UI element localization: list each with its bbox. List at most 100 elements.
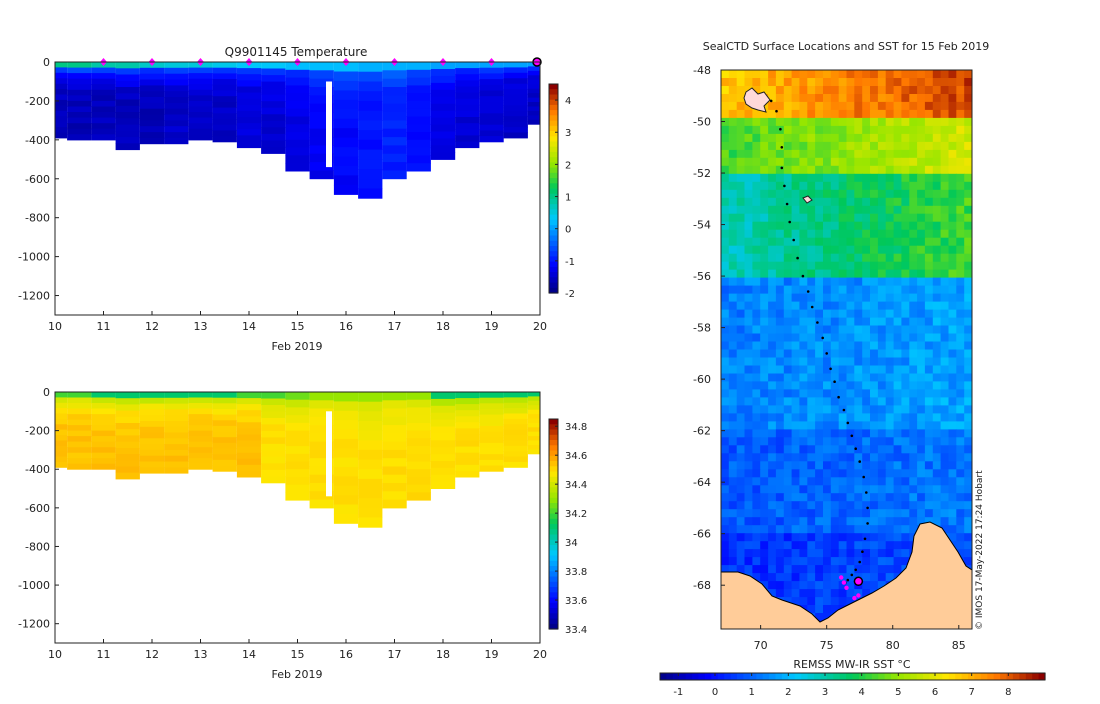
colorbar-segment [549, 125, 558, 132]
sst-cell [736, 70, 746, 79]
sst-cell [940, 181, 949, 191]
salinity-cell [406, 492, 431, 501]
sst-cell [830, 509, 840, 518]
sst-cell [783, 541, 793, 550]
sst-colorbar-segment [660, 673, 667, 680]
sst-cell [846, 461, 855, 470]
sst-cell [885, 149, 895, 159]
sst-cell [940, 229, 949, 239]
sst-cell [893, 101, 902, 111]
temperature-cell [430, 110, 456, 119]
colorbar-tick-label: 33.8 [565, 567, 587, 578]
sst-cell [885, 117, 895, 127]
sst-cell [807, 70, 816, 79]
salinity-cell [55, 429, 68, 436]
sst-cell [893, 525, 902, 534]
sst-colorbar-segment [910, 673, 918, 680]
sst-cell [830, 141, 840, 151]
sst-cell [917, 86, 926, 95]
temperature-cell [309, 145, 334, 155]
sst-cell [783, 381, 793, 390]
sst-cell [948, 125, 957, 135]
sst-cell [932, 101, 942, 111]
salinity-cell [55, 397, 68, 404]
temperature-cell [236, 74, 262, 81]
sst-cell [901, 173, 910, 183]
sst-cell [885, 533, 895, 542]
sst-cell [854, 309, 863, 319]
sst-cell [799, 173, 808, 183]
temperature-cell [261, 68, 286, 76]
colorbar-segment [549, 602, 558, 609]
temperature-cell [139, 73, 165, 80]
salinity-cell [406, 407, 431, 416]
sst-cell [815, 389, 824, 398]
x-tick-label: 12 [145, 648, 159, 661]
sst-cell [752, 349, 761, 359]
sst-cell [752, 477, 761, 486]
sst-cell [830, 397, 840, 406]
sst-cell [854, 173, 863, 183]
salinity-cell [527, 427, 540, 433]
salinity-cell [285, 492, 310, 501]
salinity-cell [479, 392, 504, 399]
sst-cell [877, 461, 887, 470]
sst-cell [783, 397, 793, 406]
salinity-cell [503, 402, 528, 409]
sst-cell [799, 70, 808, 79]
colorbar-segment [549, 209, 558, 216]
temperature-cell [139, 85, 165, 92]
sst-cell [948, 181, 957, 191]
sst-cell [932, 221, 942, 231]
sst-cell [783, 557, 793, 566]
sst-cell [885, 557, 895, 566]
sst-cell [752, 485, 761, 494]
sst-cell [870, 429, 879, 438]
sst-cell [854, 421, 863, 430]
sst-colorbar-tick-label: 6 [932, 687, 938, 698]
sst-cell [791, 365, 800, 375]
sst-cell [932, 445, 942, 454]
salinity-cell [188, 408, 213, 415]
sst-cell [736, 453, 746, 462]
colorbar-segment [549, 461, 558, 467]
sst-cell [807, 389, 816, 398]
sst-cell [964, 405, 972, 414]
sst-cell [917, 221, 926, 231]
sst-cell [885, 277, 895, 287]
sst-cell [760, 221, 769, 231]
sst-cell [791, 437, 800, 446]
sst-cell [870, 485, 879, 494]
sst-cell [799, 485, 808, 494]
sst-cell [752, 181, 761, 191]
colorbar-segment [549, 618, 558, 625]
sst-cell [932, 70, 942, 79]
sst-cell [917, 477, 926, 486]
sst-cell [846, 253, 855, 263]
temperature-cell [503, 121, 528, 128]
sst-cell [815, 229, 824, 239]
sst-cell [736, 381, 746, 390]
colorbar-segment [549, 251, 558, 257]
sst-cell [721, 493, 730, 502]
sst-cell [783, 173, 793, 183]
salinity-cell [67, 425, 92, 432]
sst-cell [940, 333, 949, 343]
sst-cell [728, 341, 738, 351]
sst-cell [728, 181, 738, 191]
sst-cell [846, 94, 855, 103]
sst-cell [877, 189, 887, 199]
salinity-cell [67, 414, 92, 421]
sst-cell [823, 525, 832, 534]
sst-cell [901, 189, 910, 199]
sst-cell [775, 285, 785, 295]
sst-cell [728, 389, 738, 398]
sst-cell [877, 173, 887, 183]
sst-cell [791, 157, 800, 167]
temperature-cell [236, 135, 262, 142]
salinity-cell [406, 422, 431, 432]
salinity-cell [115, 435, 140, 443]
sst-cell [846, 117, 855, 127]
salinity-cell [55, 451, 68, 458]
